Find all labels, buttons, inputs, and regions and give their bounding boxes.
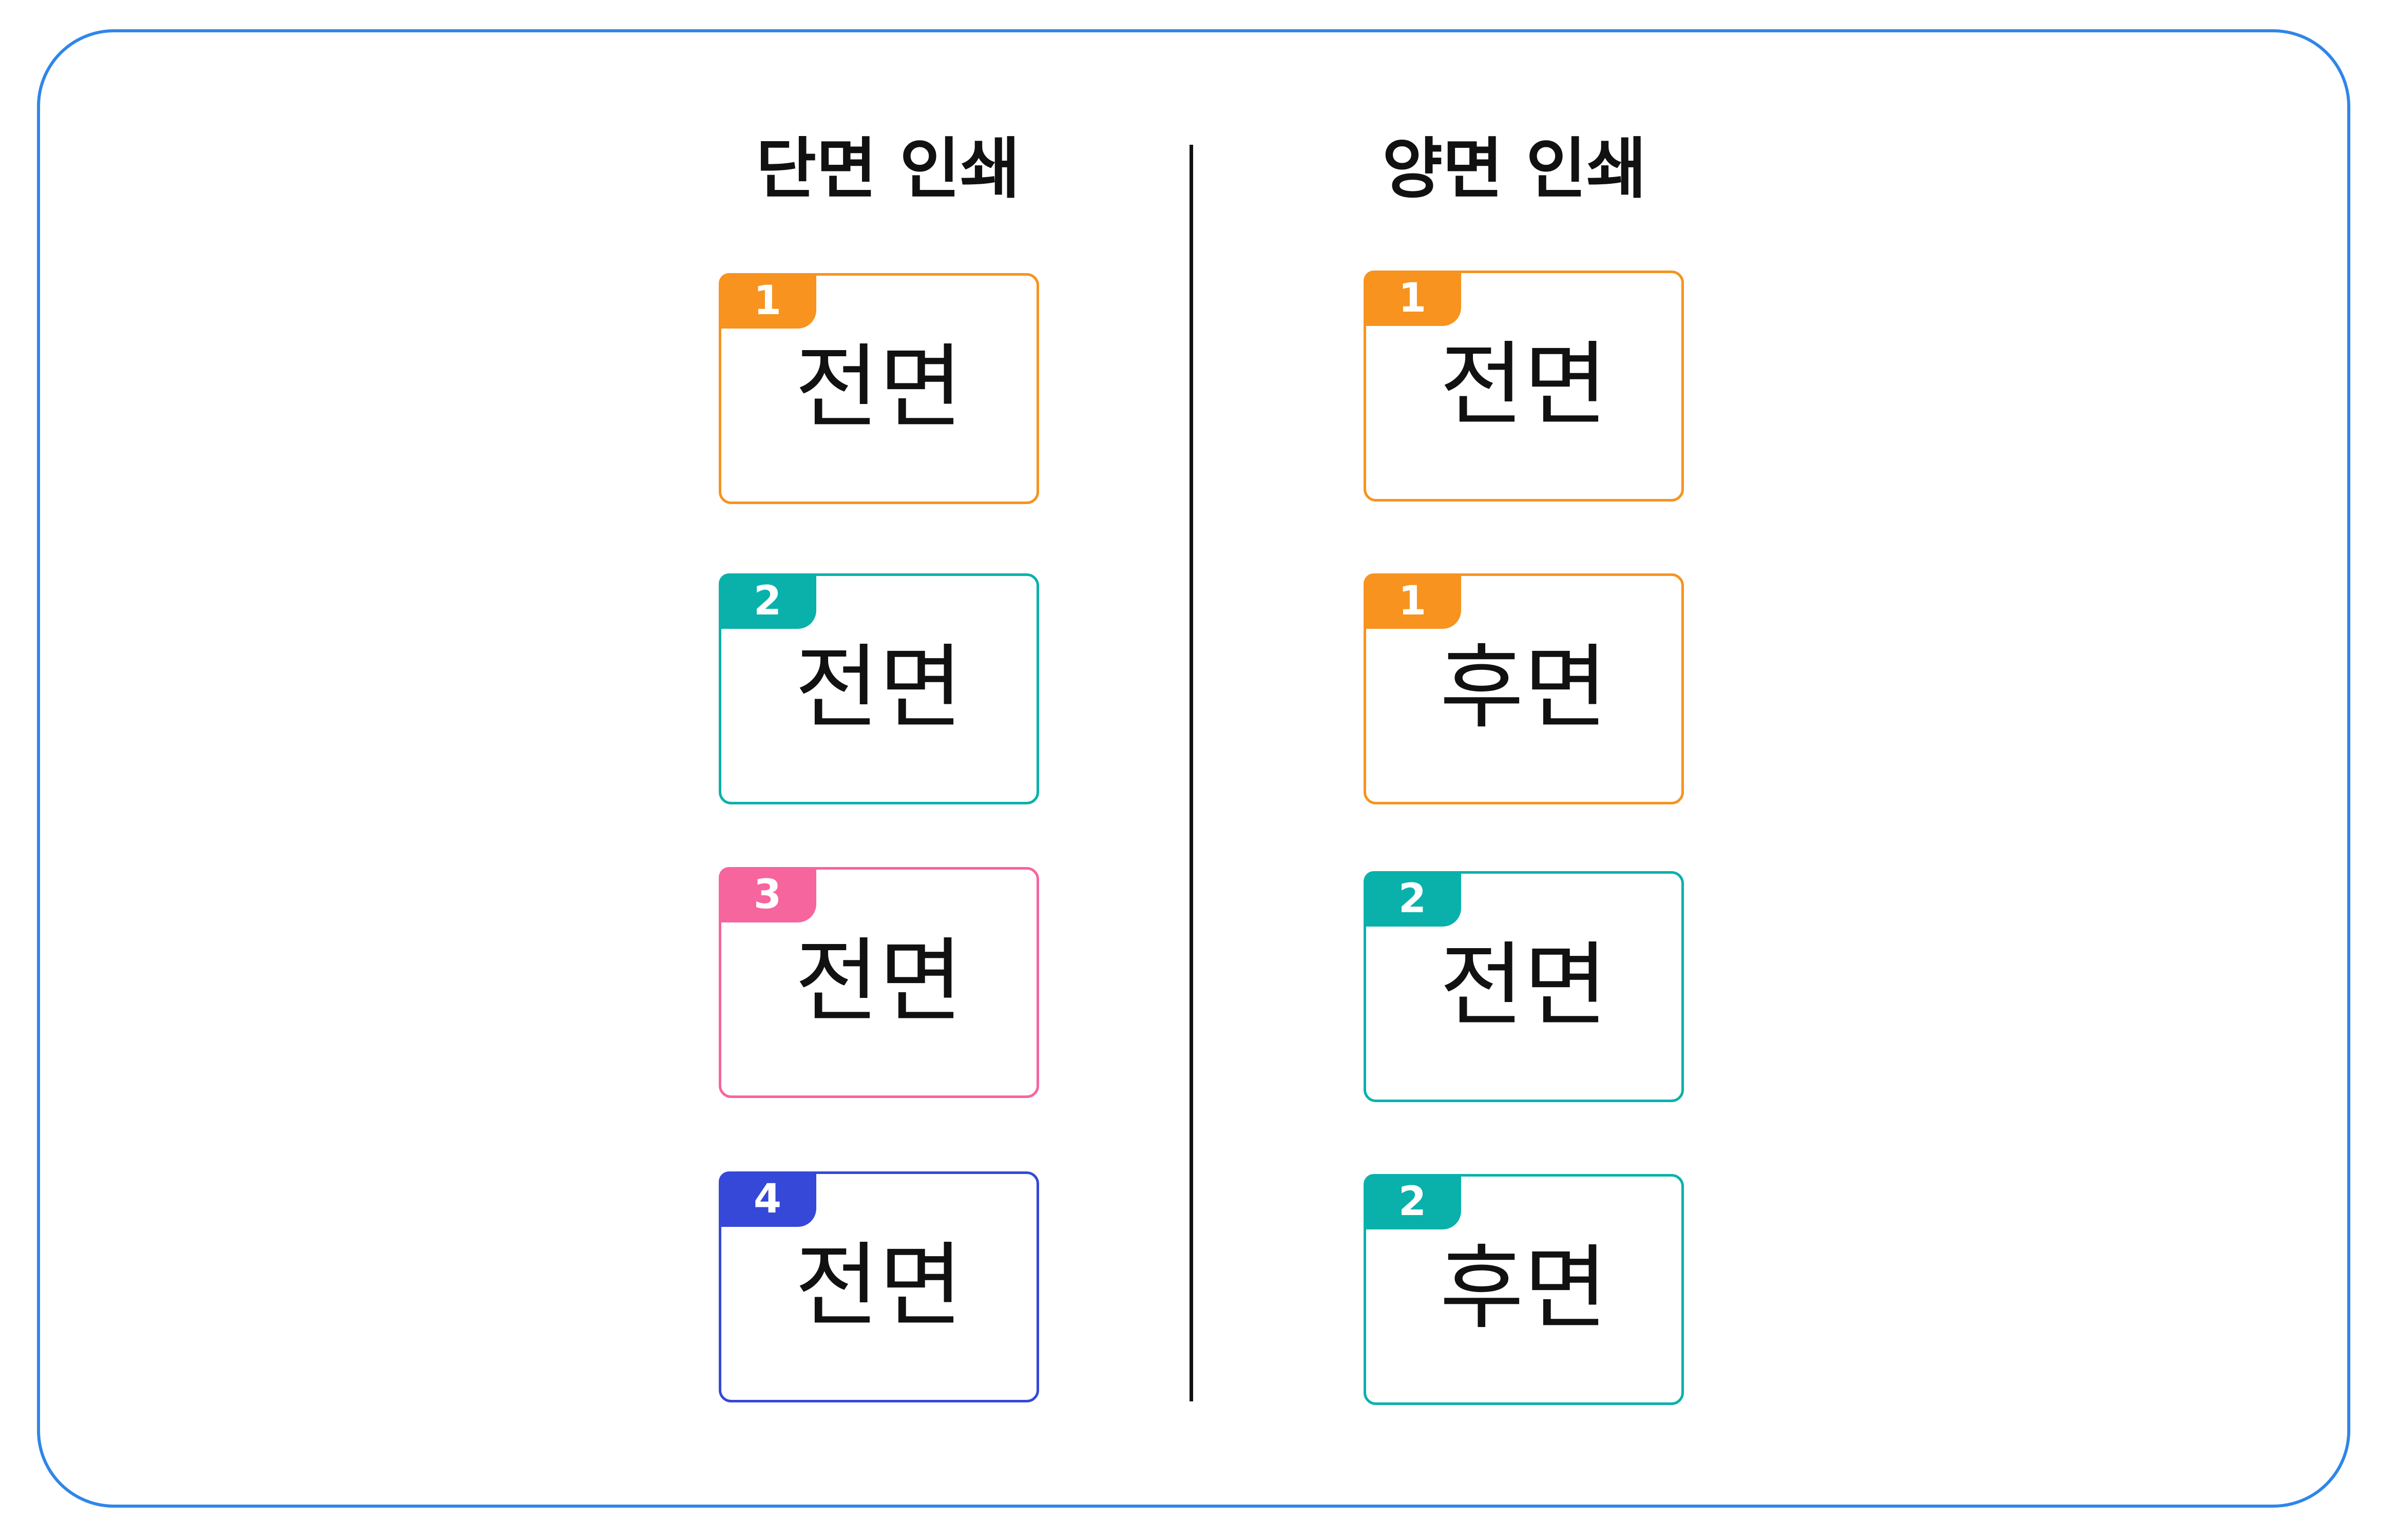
page-number-badge: 1: [1364, 573, 1461, 629]
double-sided-heading: 양면 인쇄: [1382, 131, 1647, 207]
page-number-badge: 1: [719, 273, 816, 329]
double-sided-page-1-back-card: 1 후면: [1364, 573, 1684, 804]
page-number-badge: 3: [719, 867, 816, 922]
page-number-badge: 4: [719, 1171, 816, 1227]
double-sided-page-2-front-card: 2 전면: [1364, 871, 1684, 1102]
double-sided-page-1-front-card: 1 전면: [1364, 271, 1684, 502]
double-sided-page-2-back-card: 2 후면: [1364, 1174, 1684, 1405]
diagram-frame: [37, 29, 2350, 1508]
page-number-badge: 1: [1364, 271, 1461, 326]
single-sided-page-1-card: 1 전면: [719, 273, 1039, 504]
single-sided-heading: 단면 인쇄: [756, 131, 1021, 207]
single-sided-page-4-card: 4 전면: [719, 1171, 1039, 1402]
single-sided-page-3-card: 3 전면: [719, 867, 1039, 1098]
single-sided-page-2-card: 2 전면: [719, 573, 1039, 804]
column-divider: [1190, 145, 1193, 1401]
page-side-label: 후면: [1440, 634, 1608, 741]
page-side-label: 후면: [1440, 1235, 1608, 1341]
page-number-badge: 2: [719, 573, 816, 629]
page-side-label: 전면: [795, 634, 963, 741]
page-number-badge: 2: [1364, 871, 1461, 927]
page-side-label: 전면: [795, 928, 963, 1034]
page-side-label: 전면: [1440, 932, 1608, 1038]
page-side-label: 전면: [795, 1233, 963, 1339]
page-side-label: 전면: [795, 334, 963, 440]
page-side-label: 전면: [1440, 332, 1608, 438]
page-number-badge: 2: [1364, 1174, 1461, 1229]
